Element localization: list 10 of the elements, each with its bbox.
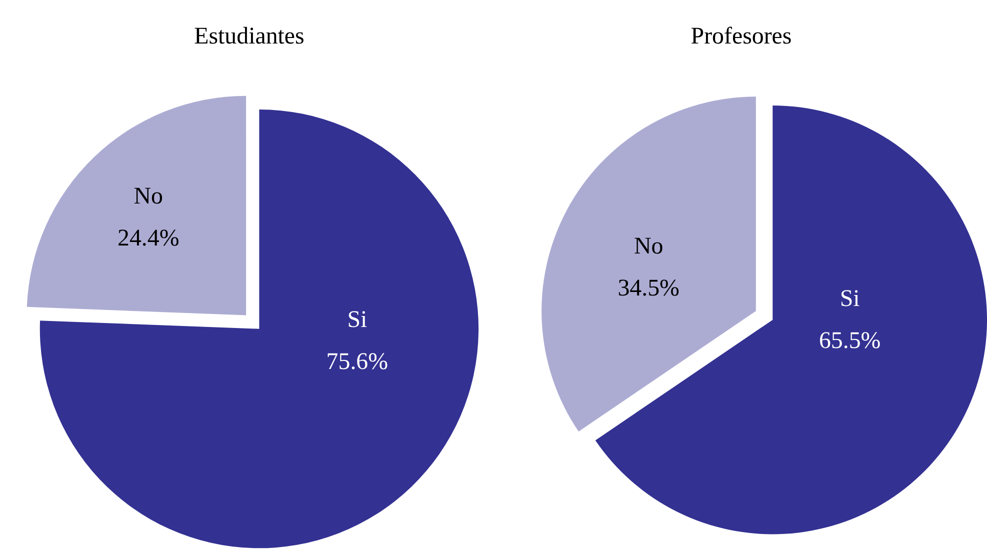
slice-label: Si xyxy=(347,306,368,333)
slice-label: Si xyxy=(840,286,860,312)
chart-title: Estudiantes xyxy=(194,24,304,50)
data-label: 24.4% xyxy=(117,225,180,252)
data-label: 34.5% xyxy=(618,276,680,302)
slice-label: No xyxy=(634,234,664,260)
data-label: 65.5% xyxy=(818,328,881,354)
data-label: 75.6% xyxy=(326,348,388,375)
chart-title: Profesores xyxy=(690,24,792,50)
slice-label: No xyxy=(134,184,164,210)
